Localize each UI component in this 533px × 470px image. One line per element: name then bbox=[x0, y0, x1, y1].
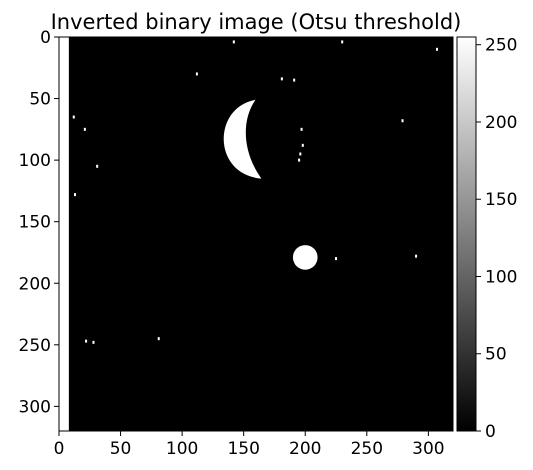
y-tick-label-2: 100 bbox=[19, 151, 51, 171]
image-plot: 0 50 100 150 200 250 300 0 50 100 150 200 250 300 bbox=[19, 28, 454, 459]
region-speckle-3-3 bbox=[298, 158, 301, 162]
x-tick-label-3: 150 bbox=[227, 439, 259, 459]
x-tick-label-6: 300 bbox=[412, 439, 444, 459]
region-speckle-4-5 bbox=[92, 340, 95, 344]
plot-frame bbox=[58, 36, 454, 432]
colorbar-tick-label-2: 100 bbox=[485, 267, 517, 287]
region-speckle-3-0 bbox=[300, 127, 303, 131]
region-speckle-4-9 bbox=[293, 78, 296, 82]
x-tick-label-2: 100 bbox=[166, 439, 198, 459]
region-border-strip bbox=[59, 37, 69, 431]
x-tick-label-4: 200 bbox=[289, 439, 321, 459]
region-speckle-4-8 bbox=[280, 77, 283, 81]
region-speckle-4-0 bbox=[72, 115, 75, 119]
x-tick-label-0: 0 bbox=[54, 439, 65, 459]
y-axis: 0 50 100 150 200 250 300 bbox=[19, 28, 59, 417]
region-speckle-4-2 bbox=[96, 164, 99, 168]
y-tick-label-5: 250 bbox=[19, 336, 51, 356]
y-tick-label-1: 50 bbox=[29, 90, 51, 110]
region-speckle-4-1 bbox=[83, 127, 86, 131]
colorbar-ticks: 0 50 100 150 200 250 bbox=[476, 36, 517, 442]
chart-title: Inverted binary image (Otsu threshold) bbox=[51, 10, 462, 34]
y-tick-label-4: 200 bbox=[19, 274, 51, 294]
colorbar-tick-label-0: 0 bbox=[485, 422, 496, 442]
y-tick-label-0: 0 bbox=[40, 28, 51, 48]
region-speckle-3-1 bbox=[301, 143, 304, 147]
x-tick-label-1: 50 bbox=[110, 439, 132, 459]
region-speckle-4-13 bbox=[415, 254, 418, 258]
region-speckle-4-15 bbox=[195, 72, 198, 76]
colorbar: 0 50 100 150 200 250 bbox=[456, 36, 517, 442]
region-speckle-4-7 bbox=[232, 40, 235, 44]
region-round-blob bbox=[292, 245, 318, 270]
y-tick-label-6: 300 bbox=[19, 397, 51, 417]
colorbar-tick-label-5: 250 bbox=[485, 36, 517, 56]
x-tick-label-5: 250 bbox=[351, 439, 383, 459]
image-regions bbox=[59, 37, 438, 431]
region-speckle-4-11 bbox=[435, 47, 438, 51]
region-crescent-blob bbox=[223, 99, 262, 179]
region-speckle-4-12 bbox=[341, 40, 344, 44]
region-speckle-4-10 bbox=[401, 119, 404, 123]
y-tick-label-3: 150 bbox=[19, 213, 51, 233]
region-speckle-4-6 bbox=[157, 337, 160, 341]
image-background bbox=[59, 37, 453, 431]
colorbar-tick-label-3: 150 bbox=[485, 190, 517, 210]
region-speckle-4-14 bbox=[335, 257, 338, 261]
region-speckle-3-2 bbox=[299, 152, 302, 156]
colorbar-tick-label-4: 200 bbox=[485, 113, 517, 133]
colorbar-tick-label-1: 50 bbox=[485, 345, 507, 365]
region-speckle-4-3 bbox=[74, 193, 77, 197]
x-axis: 0 50 100 150 200 250 300 bbox=[54, 431, 445, 459]
region-speckle-4-4 bbox=[85, 339, 88, 343]
colorbar-gradient bbox=[456, 36, 477, 432]
